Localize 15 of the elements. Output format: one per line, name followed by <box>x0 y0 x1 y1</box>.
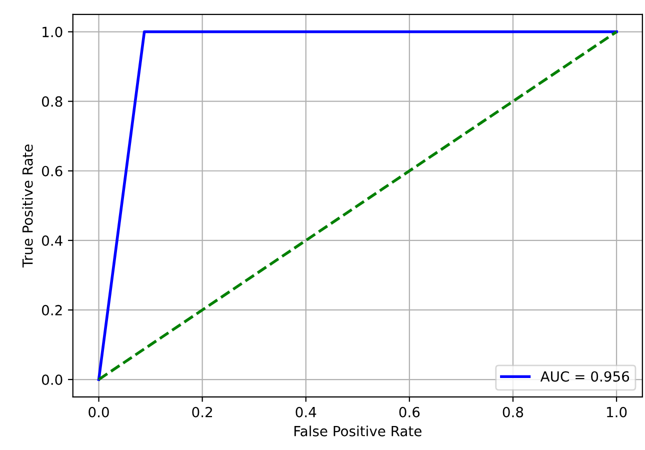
x-tick-label: 0.8 <box>502 406 524 418</box>
legend-label: AUC = 0.956 <box>540 371 630 382</box>
x-tick-label: 0.4 <box>296 406 316 418</box>
y-tick-label: 1.0 <box>42 26 62 38</box>
y-tick-label: 0.0 <box>42 374 62 385</box>
x-tick-label: 1.0 <box>607 406 627 418</box>
y-tick-label: 0.2 <box>42 304 62 316</box>
y-tick-label: 0.8 <box>42 96 62 107</box>
y-tick-label: 0.6 <box>42 166 62 176</box>
y-axis-title: True Positive Rate <box>22 144 33 268</box>
x-axis-title: False Positive Rate <box>294 426 422 436</box>
x-tick-label: 0.0 <box>88 406 109 418</box>
x-tick-label: 0.6 <box>399 406 420 418</box>
y-tick-label: 0.4 <box>42 235 62 246</box>
x-tick-label: 0.2 <box>192 406 212 418</box>
